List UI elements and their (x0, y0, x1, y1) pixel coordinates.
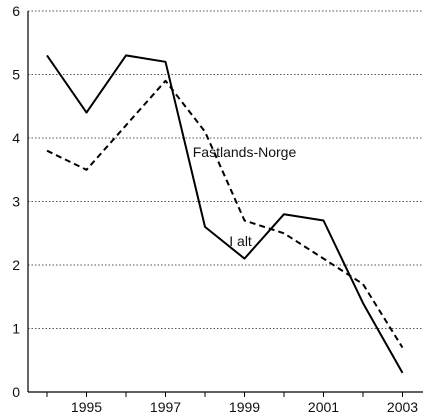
x-tick-label: 2003 (387, 399, 418, 415)
x-tick-label: 2001 (308, 399, 339, 415)
y-tick-label: 6 (12, 3, 20, 19)
y-tick-label: 1 (12, 321, 20, 337)
grid-lines (28, 10, 423, 329)
series-label-0: I alt (229, 233, 252, 249)
series-line-0 (46, 54, 404, 374)
x-axis-ticks: 1995 1997 1999 2001 2003 (46, 392, 418, 415)
axes (27, 11, 423, 393)
y-tick-label: 5 (12, 67, 20, 83)
y-axis-ticks: 0 1 2 3 4 5 6 (12, 3, 20, 400)
series-labels: I alt Fastlands-Norge (193, 144, 297, 249)
series-label-1: Fastlands-Norge (193, 144, 297, 160)
series-lines (46, 54, 404, 374)
y-tick-label: 4 (12, 130, 20, 146)
y-tick-label: 2 (12, 257, 20, 273)
x-tick-label: 1999 (229, 399, 260, 415)
y-tick-label: 0 (12, 384, 20, 400)
x-tick-label: 1997 (150, 399, 181, 415)
x-tick-label: 1995 (71, 399, 102, 415)
series-line-1 (46, 79, 404, 349)
y-tick-label: 3 (12, 194, 20, 210)
